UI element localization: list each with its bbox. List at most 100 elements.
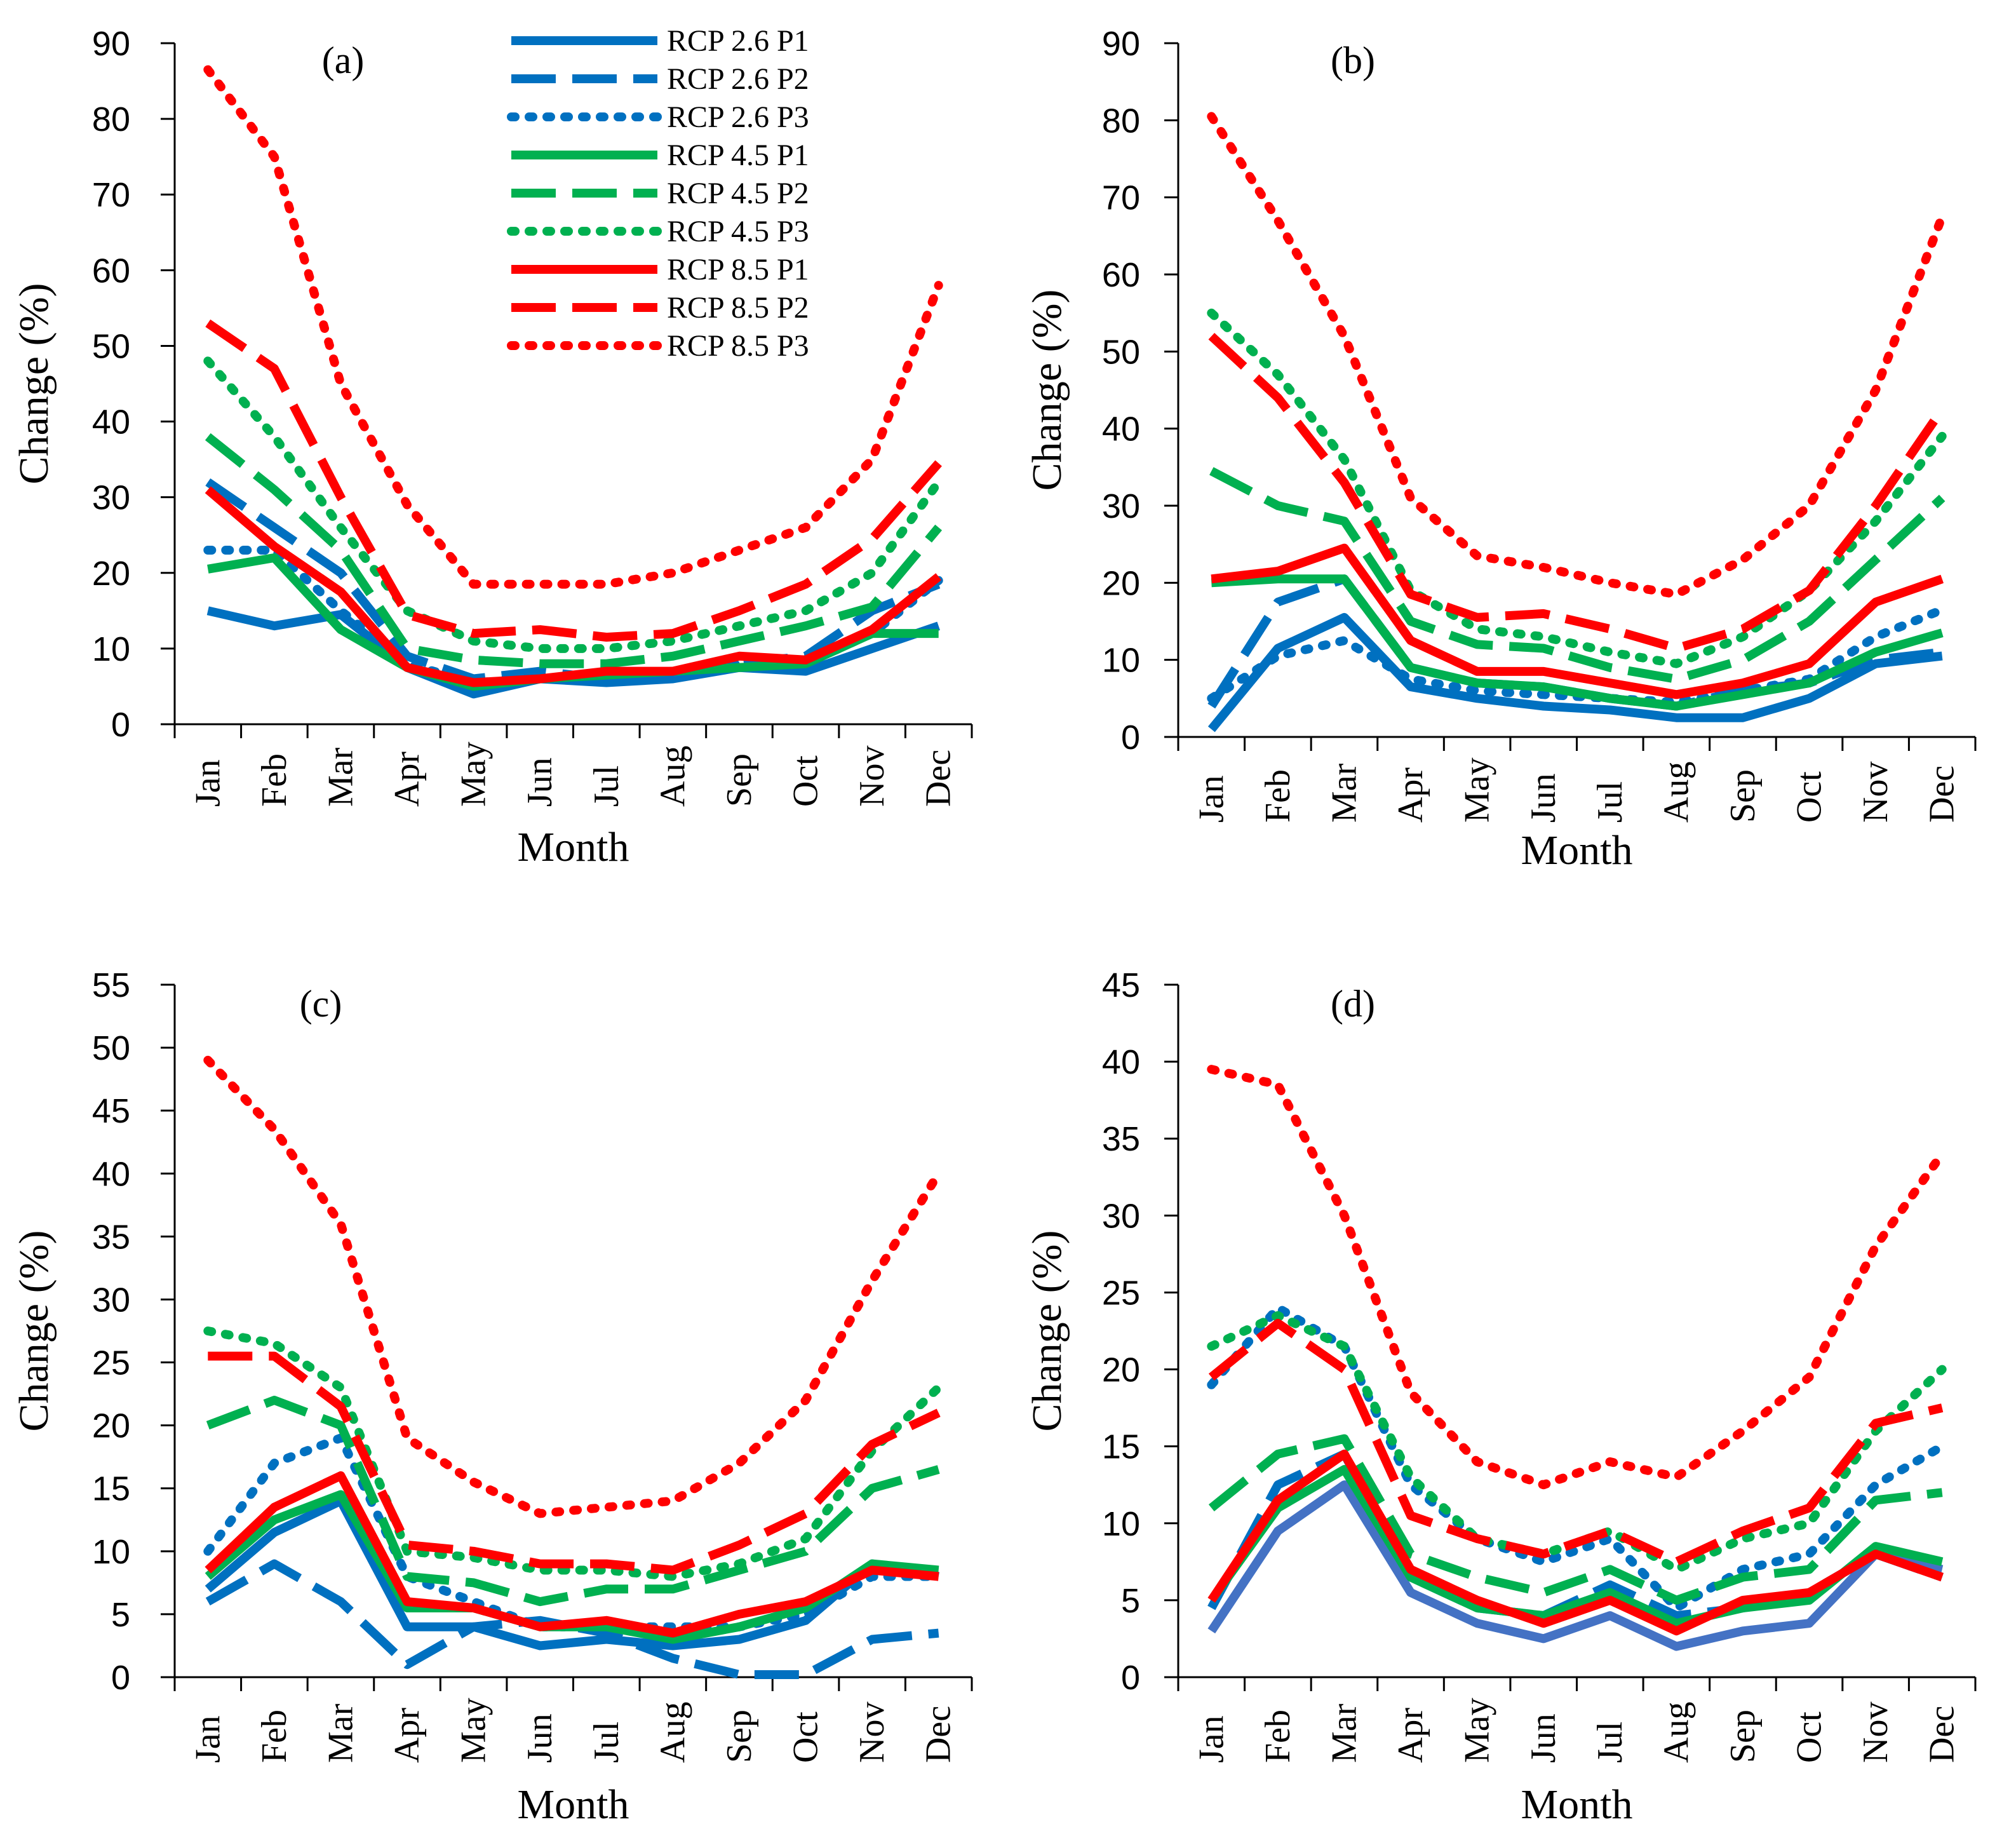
series-line-rcp-4-5-p2 xyxy=(206,1396,940,1607)
x-tick-label: Sep xyxy=(1723,769,1763,823)
y-tick-label: 10 xyxy=(92,630,130,668)
y-tick-label: 0 xyxy=(111,706,130,744)
x-tick-label: Jan xyxy=(188,1715,227,1763)
series-line-rcp-4-5-p3 xyxy=(1207,308,1947,668)
x-tick-label: Apr xyxy=(387,1708,427,1763)
y-tick-label: 30 xyxy=(1102,487,1140,525)
y-tick-label: 90 xyxy=(92,25,130,63)
y-tick-label: 10 xyxy=(1102,642,1140,680)
y-tick-label: 60 xyxy=(1102,256,1140,294)
x-tick-label: Jan xyxy=(188,759,227,807)
y-tick-label: 70 xyxy=(92,176,130,214)
y-tick-label: 15 xyxy=(1102,1428,1140,1466)
x-tick-label: Aug xyxy=(1656,762,1696,823)
x-tick-label: May xyxy=(1458,1698,1497,1763)
x-axis-title: Month xyxy=(517,1781,629,1828)
y-tick-label: 80 xyxy=(92,100,130,138)
x-tick-label: Feb xyxy=(255,753,294,807)
x-tick-label: Mar xyxy=(1324,763,1364,823)
y-tick-label: 60 xyxy=(92,252,130,290)
y-tick-label: 20 xyxy=(1102,1351,1140,1389)
y-tick-label: 5 xyxy=(1121,1582,1140,1620)
x-tick-label: Dec xyxy=(1923,766,1962,823)
x-axis-title: Month xyxy=(1521,1781,1632,1828)
legend: RCP 2.6 P1 RCP 2.6 P2 RCP 2.6 P3 RCP 4.5 P1… xyxy=(507,24,809,363)
y-tick-label: 35 xyxy=(1102,1120,1140,1158)
x-tick-label: Feb xyxy=(1258,1710,1298,1763)
y-tick-label: 30 xyxy=(92,1281,130,1319)
x-tick-label: Sep xyxy=(720,1710,759,1763)
panel-label: (b) xyxy=(1331,39,1375,81)
series-line-rcp-2-6-p2 xyxy=(205,1559,939,1679)
series-line-rcp-4-5-p2 xyxy=(205,433,943,668)
legend-entry-label: RCP 8.5 P2 xyxy=(667,291,809,325)
x-tick-label: Dec xyxy=(919,750,958,807)
x-tick-label: Mar xyxy=(321,1703,360,1763)
y-tick-label: 50 xyxy=(92,327,130,365)
x-tick-label: Oct xyxy=(786,1711,826,1763)
y-axis-title: Change (%) xyxy=(11,1230,57,1431)
x-tick-label: Jan xyxy=(1192,775,1231,823)
chart-panel-2: 0 10 20 30 40 50 60 70 80 90 Jan Feb Mar Apr May Jun Jul… xyxy=(1024,25,1977,874)
y-axis-title: Change (%) xyxy=(1024,1230,1070,1431)
x-tick-label: Oct xyxy=(1790,771,1829,823)
y-tick-label: 15 xyxy=(92,1470,130,1508)
legend-entry-label: RCP 8.5 P1 xyxy=(667,253,809,287)
y-tick-label: 40 xyxy=(92,1155,130,1193)
x-tick-label: Nov xyxy=(1856,1702,1895,1763)
x-tick-label: Apr xyxy=(1391,767,1430,823)
x-tick-label: Aug xyxy=(653,746,692,807)
x-tick-label: Oct xyxy=(786,755,826,807)
x-tick-label: Jun xyxy=(520,1713,560,1763)
series-line-rcp-8-5-p3 xyxy=(203,1055,943,1518)
legend-entry-label: RCP 2.6 P2 xyxy=(667,62,809,96)
y-tick-label: 90 xyxy=(1102,25,1140,63)
x-tick-label: Dec xyxy=(1923,1706,1962,1763)
series-line-rcp-8-5-p2 xyxy=(205,319,942,642)
x-tick-label: Dec xyxy=(919,1706,958,1763)
x-tick-label: May xyxy=(1458,757,1497,823)
y-tick-label: 40 xyxy=(1102,410,1140,449)
panel-label: (c) xyxy=(300,983,342,1025)
chart-panel-1: 0 10 20 30 40 50 60 70 80 90 Jan Feb Mar Apr May Jun Jul… xyxy=(11,24,973,870)
y-axis-title: Change (%) xyxy=(11,283,57,484)
y-tick-label: 70 xyxy=(1102,179,1140,217)
x-tick-label: Jun xyxy=(1524,1713,1563,1763)
legend-entry-label: RCP 8.5 P3 xyxy=(667,329,809,363)
x-tick-label: Mar xyxy=(1324,1703,1364,1763)
series-line-rcp-2-6-p1 xyxy=(1207,1480,1944,1651)
series-line-rcp-8-5-p1 xyxy=(205,1471,939,1638)
y-tick-label: 45 xyxy=(92,1092,130,1130)
y-tick-label: 20 xyxy=(92,555,130,593)
y-tick-label: 45 xyxy=(1102,966,1140,1004)
y-tick-label: 50 xyxy=(1102,333,1140,371)
x-tick-label: Apr xyxy=(387,752,427,807)
panel-label: (d) xyxy=(1331,983,1375,1025)
x-tick-label: Jun xyxy=(1524,773,1563,823)
series-line-rcp-8-5-p3 xyxy=(1207,112,1947,599)
series-line-rcp-8-5-p2 xyxy=(208,1351,941,1575)
series-line-rcp-4-5-p2 xyxy=(1209,467,1945,684)
y-tick-label: 10 xyxy=(1102,1505,1140,1543)
series-line-rcp-4-5-p3 xyxy=(203,356,943,653)
y-tick-label: 20 xyxy=(92,1407,130,1445)
y-tick-label: 55 xyxy=(92,966,130,1004)
x-axis-title: Month xyxy=(1521,827,1632,874)
x-tick-label: May xyxy=(454,741,494,807)
x-tick-label: Aug xyxy=(653,1702,692,1763)
x-tick-label: Jul xyxy=(587,766,626,807)
y-tick-label: 80 xyxy=(1102,102,1140,140)
y-tick-label: 10 xyxy=(92,1533,130,1571)
x-tick-label: Jun xyxy=(520,757,560,807)
legend-entry-label: RCP 4.5 P2 xyxy=(667,177,809,210)
panel-label: (a) xyxy=(322,39,365,81)
y-tick-label: 5 xyxy=(111,1596,130,1634)
y-tick-label: 25 xyxy=(92,1344,130,1382)
x-tick-label: Oct xyxy=(1790,1711,1829,1763)
y-tick-label: 30 xyxy=(92,479,130,517)
x-tick-label: Jan xyxy=(1192,1715,1231,1763)
series-line-rcp-8-5-p3 xyxy=(203,65,943,589)
y-tick-label: 20 xyxy=(1102,564,1140,602)
